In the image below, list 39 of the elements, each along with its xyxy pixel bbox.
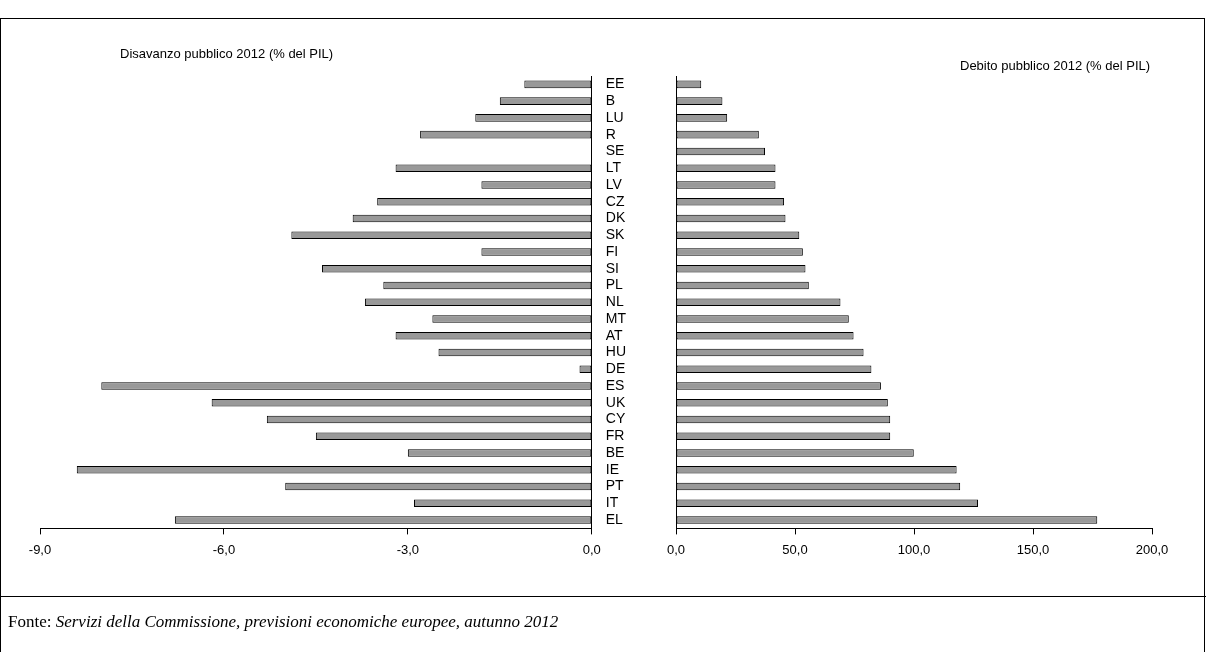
chart-title: Debito pubblico 2012 (% del PIL): [960, 58, 1151, 73]
x-tick-label: 50,0: [782, 541, 808, 557]
chart-title: Disavanzo pubblico 2012 (% del PIL): [120, 46, 334, 61]
x-tick-label: 0,0: [582, 541, 601, 557]
y-tick-label: NL: [605, 293, 624, 310]
y-tick-label: LV: [605, 175, 623, 192]
y-tick-label: IE: [605, 460, 620, 477]
y-tick-label: CY: [605, 410, 626, 427]
y-tick-label: ES: [605, 376, 625, 393]
y-tick-label: SI: [605, 259, 620, 276]
y-tick-label: BE: [605, 443, 625, 460]
y-tick-label: HU: [605, 343, 627, 360]
source-note: Fonte: Servizi della Commissione, previsioni economiche europee, autunno 2012: [8, 612, 559, 632]
x-tick-label: -9,0: [28, 541, 52, 557]
y-tick-label: LU: [605, 108, 624, 125]
y-tick-label: LT: [605, 159, 622, 176]
y-tick-label: R: [605, 125, 616, 142]
y-tick-label: MT: [605, 309, 627, 326]
y-tick-label: IT: [605, 494, 619, 511]
y-tick-label: PT: [605, 477, 625, 494]
y-tick-label: SE: [605, 142, 625, 159]
y-tick-label: DK: [605, 209, 626, 226]
y-tick-label: B: [605, 91, 616, 108]
y-tick-label: FR: [605, 427, 625, 444]
x-tick-label: -3,0: [396, 541, 420, 557]
x-tick-label: 0,0: [666, 541, 686, 557]
x-tick-label: 150,0: [1016, 541, 1050, 557]
y-tick-label: EL: [605, 510, 624, 527]
y-tick-label: FI: [605, 242, 619, 259]
x-tick-label: 100,0: [897, 541, 931, 557]
y-tick-label: UK: [605, 393, 626, 410]
y-tick-label: PL: [605, 276, 624, 293]
y-tick-label: DE: [605, 360, 626, 377]
x-tick-label: -6,0: [212, 541, 236, 557]
y-tick-label: AT: [605, 326, 624, 343]
y-tick-label: CZ: [605, 192, 625, 209]
x-tick-label: 200,0: [1135, 541, 1169, 557]
y-tick-label: SK: [605, 226, 626, 243]
y-tick-label: EE: [605, 75, 625, 92]
